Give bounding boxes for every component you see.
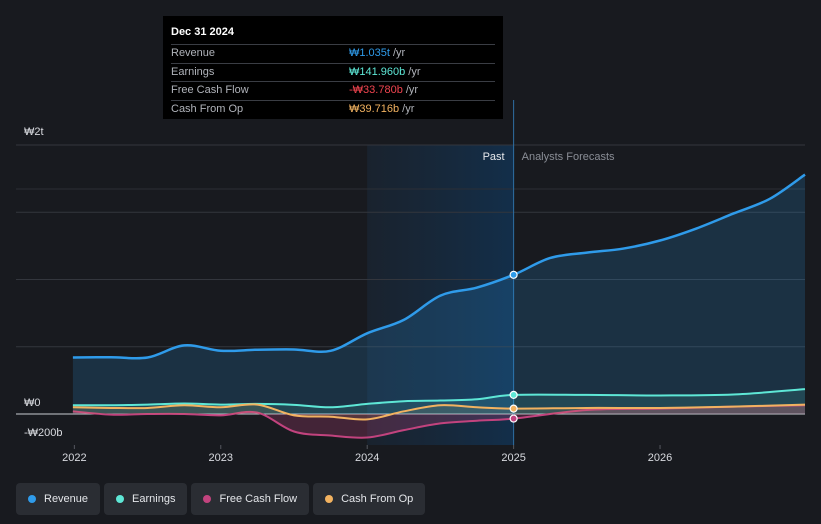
tooltip-row-free-cash-flow: Free Cash Flow -₩33.780b /yr	[171, 81, 495, 100]
tooltip-unit: /yr	[402, 102, 415, 115]
tooltip-value: ₩141.960b	[349, 65, 406, 78]
legend-label: Cash From Op	[341, 493, 414, 505]
legend-dot-icon	[28, 495, 36, 503]
y-tick-label: ₩2t	[24, 126, 44, 138]
tooltip-label: Earnings	[171, 65, 215, 78]
tooltip-row-earnings: Earnings ₩141.960b /yr	[171, 62, 495, 82]
legend-item-earnings[interactable]: Earnings	[104, 483, 188, 515]
legend-dot-icon	[325, 495, 334, 503]
x-tick-label: 2023	[209, 452, 233, 464]
past-label: Past	[483, 151, 505, 163]
legend-label: Free Cash Flow	[219, 493, 298, 505]
x-tick-label: 2025	[501, 452, 525, 464]
tooltip-label: Revenue	[171, 47, 216, 59]
legend-label: Earnings	[132, 493, 176, 505]
legend-label: Revenue	[44, 493, 89, 505]
tooltip-label: Free Cash Flow	[171, 84, 249, 96]
tooltip-date: Dec 31 2024	[171, 26, 234, 38]
tooltip-value: ₩39.716b	[349, 102, 400, 115]
x-tick-label: 2022	[62, 452, 86, 464]
legend-dot-icon	[116, 495, 125, 503]
tooltip-value: -₩33.780b	[349, 84, 403, 96]
legend-item-cash-from-op[interactable]: Cash From Op	[313, 483, 426, 515]
forecast-label: Analysts Forecasts	[522, 151, 615, 163]
data-point-marker	[509, 270, 518, 279]
tooltip: Dec 31 2024 Revenue ₩1.035t /yr Earnings…	[163, 16, 503, 119]
y-tick-label: -₩200b	[24, 427, 63, 439]
tooltip-unit: /yr	[405, 84, 419, 96]
x-tick-label: 2026	[648, 452, 672, 464]
data-point-marker	[509, 414, 518, 423]
series-line-revenue	[72, 173, 806, 360]
tooltip-row-cash-from-op: Cash From Op ₩39.716b /yr	[171, 99, 495, 119]
legend-item-revenue[interactable]: Revenue	[16, 483, 101, 515]
data-point-marker	[509, 404, 518, 413]
legend: Revenue Earnings Free Cash Flow Cash Fro…	[16, 483, 426, 515]
tooltip-unit: /yr	[392, 47, 406, 59]
tooltip-unit: /yr	[408, 65, 421, 78]
tooltip-row-revenue: Revenue ₩1.035t /yr	[171, 44, 495, 63]
legend-item-free-cash-flow[interactable]: Free Cash Flow	[191, 483, 310, 515]
data-point-marker	[509, 390, 518, 400]
y-tick-label: ₩0	[24, 397, 41, 409]
tooltip-label: Cash From Op	[171, 102, 244, 115]
series-line-cash-from-op	[72, 403, 806, 421]
legend-dot-icon	[203, 495, 212, 503]
series-line-earnings	[72, 388, 806, 409]
area-revenue	[72, 174, 806, 414]
x-tick-label: 2024	[355, 452, 379, 464]
tooltip-value: ₩1.035t	[349, 47, 390, 59]
